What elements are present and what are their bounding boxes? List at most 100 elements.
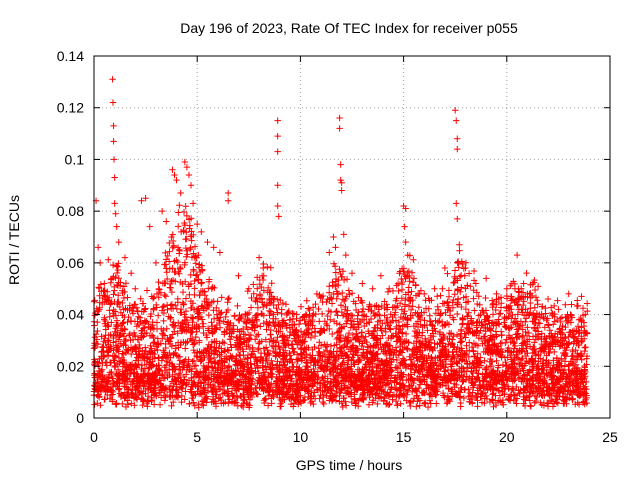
roti-point	[171, 171, 178, 179]
roti-point	[274, 148, 281, 155]
roti-point	[110, 122, 117, 130]
y-axis-label: ROTI / TECUs	[6, 195, 22, 285]
roti-point	[453, 200, 460, 207]
roti-point	[224, 189, 232, 197]
roti-point	[544, 295, 552, 303]
roti-point	[453, 117, 460, 124]
grid-lines	[94, 56, 610, 418]
roti-point	[115, 238, 122, 246]
roti-point	[482, 275, 490, 282]
x-tick-labels: 0 5 10 15 20 25	[90, 429, 618, 445]
roti-point	[109, 76, 116, 83]
roti-point	[210, 244, 217, 251]
roti-point	[146, 223, 153, 230]
data-points	[90, 76, 591, 411]
roti-point	[94, 244, 102, 251]
roti-point	[454, 135, 461, 142]
x-tick-label: 10	[293, 429, 309, 445]
roti-point	[274, 202, 281, 210]
roti-point	[127, 270, 135, 277]
roti-point	[142, 195, 149, 202]
y-tick-label: 0.12	[57, 100, 84, 116]
y-tick-label: 0	[76, 410, 84, 426]
roti-point	[454, 145, 461, 153]
roti-point	[138, 197, 145, 204]
plot-frame	[93, 55, 611, 419]
roti-point	[402, 238, 409, 246]
y-tick-label: 0.08	[57, 203, 84, 219]
roti-point	[524, 290, 531, 298]
roti-point	[109, 99, 117, 106]
roti-point	[301, 316, 308, 323]
roti-point	[187, 182, 195, 189]
roti-point	[291, 321, 298, 329]
roti-point	[348, 270, 356, 277]
roti-point	[330, 233, 337, 241]
y-tick-label: 0.1	[65, 151, 85, 167]
roti-point	[121, 254, 129, 261]
roti-point	[555, 306, 562, 313]
roti-point	[462, 264, 469, 272]
roti-point	[224, 197, 232, 204]
y-tick-labels: 0 0.02 0.04 0.06 0.08 0.1 0.12 0.14	[57, 48, 84, 426]
roti-point	[194, 220, 201, 228]
roti-point	[216, 249, 224, 256]
roti-point	[404, 251, 411, 259]
roti-point	[472, 280, 480, 287]
roti-point	[337, 161, 344, 168]
roti-point	[396, 270, 403, 277]
roti-point	[503, 285, 510, 292]
roti-point	[565, 290, 572, 298]
roti-point	[158, 207, 166, 215]
roti-point	[402, 205, 409, 212]
roti-point	[534, 301, 541, 308]
roti-point	[313, 290, 321, 298]
roti-point	[454, 215, 461, 223]
roti-point	[173, 176, 180, 184]
roti-point	[431, 285, 438, 292]
roti-point	[266, 295, 273, 303]
roti-point-cloud	[90, 202, 591, 411]
roti-point	[338, 179, 345, 186]
roti-point	[132, 285, 139, 292]
roti-point	[274, 132, 281, 140]
x-tick-label: 25	[602, 429, 618, 445]
roti-point	[198, 228, 205, 236]
roti-point	[110, 138, 117, 145]
roti-point	[112, 210, 119, 217]
roti-point	[181, 158, 189, 166]
y-tick-label: 0.06	[57, 255, 84, 271]
roti-point	[110, 156, 118, 163]
roti-point	[342, 251, 350, 259]
roti-point	[274, 117, 281, 124]
roti-point	[152, 259, 160, 267]
roti-point	[260, 264, 267, 272]
roti-point	[340, 231, 347, 238]
chart-title: Day 196 of 2023, Rate Of TEC Index for r…	[180, 20, 518, 36]
y-tick-label: 0.14	[57, 48, 84, 64]
roti-point	[385, 285, 393, 292]
roti-point	[275, 213, 282, 220]
roti-point	[245, 285, 252, 292]
x-tick-label: 15	[396, 429, 412, 445]
roti-point	[401, 223, 408, 230]
roti-point	[336, 125, 343, 132]
roti-point	[255, 254, 263, 261]
roti-point	[177, 189, 184, 197]
roti-point	[282, 301, 290, 308]
roti-point	[336, 114, 343, 122]
roti-point	[103, 298, 110, 305]
roti-point	[369, 285, 376, 292]
roti-point	[183, 163, 191, 171]
roti-point	[575, 316, 583, 323]
roti-point	[513, 251, 521, 259]
roti-point	[235, 272, 242, 279]
roti-point	[582, 311, 589, 318]
x-tick-label: 5	[193, 429, 201, 445]
x-axis-label: GPS time / hours	[296, 457, 403, 473]
roti-point	[111, 200, 118, 207]
roti-point	[326, 249, 333, 256]
roti-point	[452, 107, 459, 114]
roti-point	[113, 223, 120, 230]
